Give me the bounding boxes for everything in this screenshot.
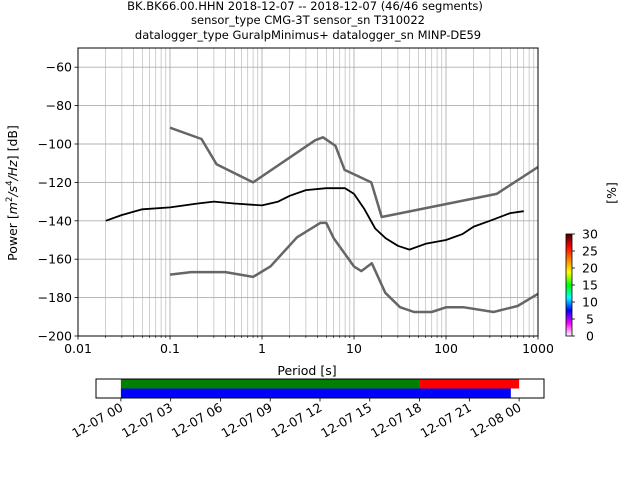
colorbar-tick-label: 20 [582,261,598,276]
x-tick-label: 1 [258,341,266,356]
timeline-tick-label: 12-08 00 [467,400,523,441]
colorbar: 0 5 10 15 20 25 30 [565,227,598,344]
colorbar-ticks: 0 5 10 15 20 25 30 [572,227,598,344]
y-tick-label: −100 [38,137,72,152]
grid-lines [77,48,538,337]
colorbar-tick-label: 0 [586,329,594,344]
y-axis-label: Power [m2/s4/Hz] [dB] [5,125,20,261]
timeline-tick-label: 12-07 21 [418,400,474,441]
timeline-bar-top [120,379,420,389]
timeline-tick-label: 12-07 18 [368,400,424,441]
psd-plot-area: 0.01 0.1 1 10 100 1000 −60 −80 −100 −120 −140 −160… [38,47,554,356]
timeline-tick-label: 12-07 03 [119,400,175,441]
colorbar-tick-label: 15 [582,278,598,293]
plot-background [78,48,538,336]
colorbar-label: [%] [604,182,619,204]
title-line-2: sensor_type CMG-3T sensor_sn T310022 [191,13,425,27]
y-axis-ticks: −60 −80 −100 −120 −140 −160 −180 −200 [38,60,78,344]
y-label-part-6: /Hz [5,160,20,182]
timeline-tick-label: 12-07 15 [318,400,374,441]
y-label-part-7: ] [dB] [5,125,20,160]
x-tick-label: 100 [434,341,458,356]
y-tick-label: −200 [38,329,72,344]
y-tick-label: −60 [46,60,72,75]
y-label-part-3: 2 [5,197,15,202]
timeline-tick-label: 12-07 12 [268,400,324,441]
y-tick-label: −160 [38,252,72,267]
x-tick-label: 0.01 [64,341,92,356]
timeline-bar-top [419,379,520,389]
colorbar-tick-label: 30 [582,227,598,242]
x-axis-ticks: 0.01 0.1 1 10 100 1000 [64,336,554,356]
colorbar-tick-label: 5 [586,312,594,327]
median-psd-line [105,187,524,251]
timeline-bars [120,379,520,398]
timeline-tick-label: 12-07 06 [169,400,225,441]
noise-models [169,126,538,314]
colorbar-tick-label: 25 [582,244,598,259]
title-line-1: BK.BK66.00.HHN 2018-12-07 -- 2018-12-07 … [127,0,483,13]
x-tick-label: 1000 [522,341,554,356]
median-curve [105,187,524,251]
y-tick-label: −80 [46,98,72,113]
y-tick-label: −120 [38,175,72,190]
y-tick-label: −180 [38,290,72,305]
timeline-bar-bottom [120,388,511,398]
y-label-part-1: Power [ [5,214,20,261]
x-tick-label: 10 [346,341,362,356]
title-line-3: datalogger_type GuralpMinimus+ datalogge… [135,28,481,42]
new-high-noise-model-line [169,126,538,219]
timeline-tick-label: 12-07 09 [219,400,275,441]
x-axis-label: Period [s] [277,363,336,378]
y-label-part-2: m [5,202,20,214]
y-label-part-5: 4 [5,180,15,185]
y-label-part-4: /s [5,185,20,197]
new-low-noise-model-line [169,221,538,314]
y-tick-label: −140 [38,213,72,228]
x-tick-label: 0.1 [160,341,180,356]
colorbar-scale [565,233,573,337]
plot-frame [77,47,539,337]
timeline-tick-label: 12-07 00 [69,400,125,441]
colorbar-tick-label: 10 [582,295,598,310]
